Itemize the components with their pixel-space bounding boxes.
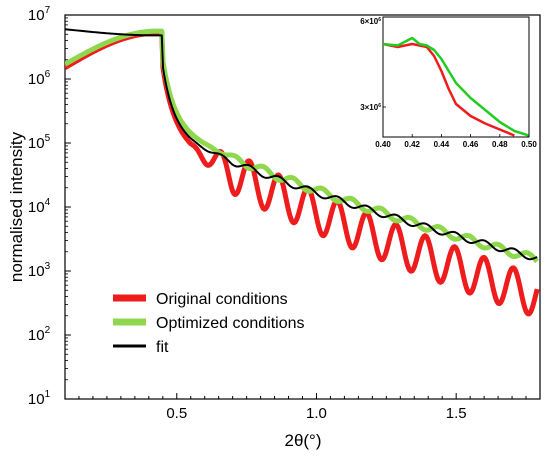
x-axis: 0.5 1.0 1.5 [64, 393, 541, 422]
legend-label: fit [156, 339, 169, 356]
y-tick-label: 101 [28, 389, 51, 408]
inset-chart: 0.40 0.42 0.44 0.46 0.48 0.50 3×106 6×106 [360, 16, 537, 149]
y-tick-label: 105 [28, 133, 51, 152]
inset-x-axis: 0.40 0.42 0.44 0.46 0.48 0.50 [375, 134, 537, 149]
series-line-fit [65, 28, 538, 261]
y-tick-label: 104 [28, 197, 51, 216]
x-tick-label: 0.5 [166, 405, 187, 422]
inset-y-tick-label: 3×106 [360, 103, 381, 112]
legend-label: Original conditions [156, 291, 288, 308]
legend: Original conditions Optimized conditions f… [113, 291, 305, 356]
x-tick-label: 1.5 [446, 405, 467, 422]
x-tick-label: 1.0 [306, 405, 327, 422]
x-axis-title: 2θ(°) [284, 431, 321, 450]
series-line-optimized-conditions [65, 28, 540, 264]
inset-frame [382, 16, 530, 138]
y-axis: 101 102 103 104 105 106 107 [28, 5, 71, 408]
inset-series-line [383, 42, 515, 137]
inset-x-tick-label: 0.40 [375, 140, 391, 149]
inset-x-tick-label: 0.50 [521, 140, 537, 149]
inset-series-line [383, 36, 529, 137]
y-tick-label: 106 [28, 69, 51, 88]
y-tick-label: 103 [28, 261, 51, 280]
inset-x-tick-label: 0.46 [463, 140, 479, 149]
inset-series-layer [383, 36, 529, 137]
series-layer [65, 28, 540, 317]
inset-x-tick-label: 0.42 [404, 140, 420, 149]
y-axis-title: normalised intensity [7, 131, 26, 282]
y-tick-label: 102 [28, 325, 51, 344]
inset-y-axis: 3×106 6×106 [360, 16, 386, 112]
inset-y-tick-label: 6×106 [360, 17, 381, 26]
inset-x-tick-label: 0.48 [492, 140, 508, 149]
y-tick-label: 107 [28, 5, 51, 24]
legend-label: Optimized conditions [156, 315, 305, 332]
inset-x-tick-label: 0.44 [434, 140, 450, 149]
